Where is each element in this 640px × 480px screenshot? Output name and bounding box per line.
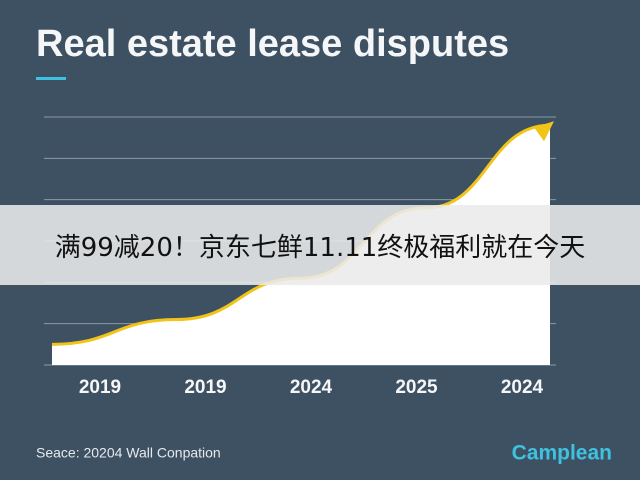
title-underline — [36, 77, 66, 80]
x-tick-label: 2024 — [501, 377, 544, 398]
x-tick-label: 2025 — [395, 377, 438, 398]
x-tick-label: 2019 — [184, 377, 226, 398]
x-tick-label: 2019 — [79, 377, 121, 398]
area — [52, 125, 550, 365]
source: Seace: 20204 Wall Conpation — [36, 445, 221, 461]
banner: 满99减20！京东七鲜11.11终极福利就在今天 — [0, 205, 640, 285]
x-tick-label: 2024 — [290, 377, 333, 398]
arrow-head — [534, 121, 554, 142]
chart-title: Real estate lease disputes — [36, 23, 509, 65]
logo: Camplean — [512, 442, 612, 465]
